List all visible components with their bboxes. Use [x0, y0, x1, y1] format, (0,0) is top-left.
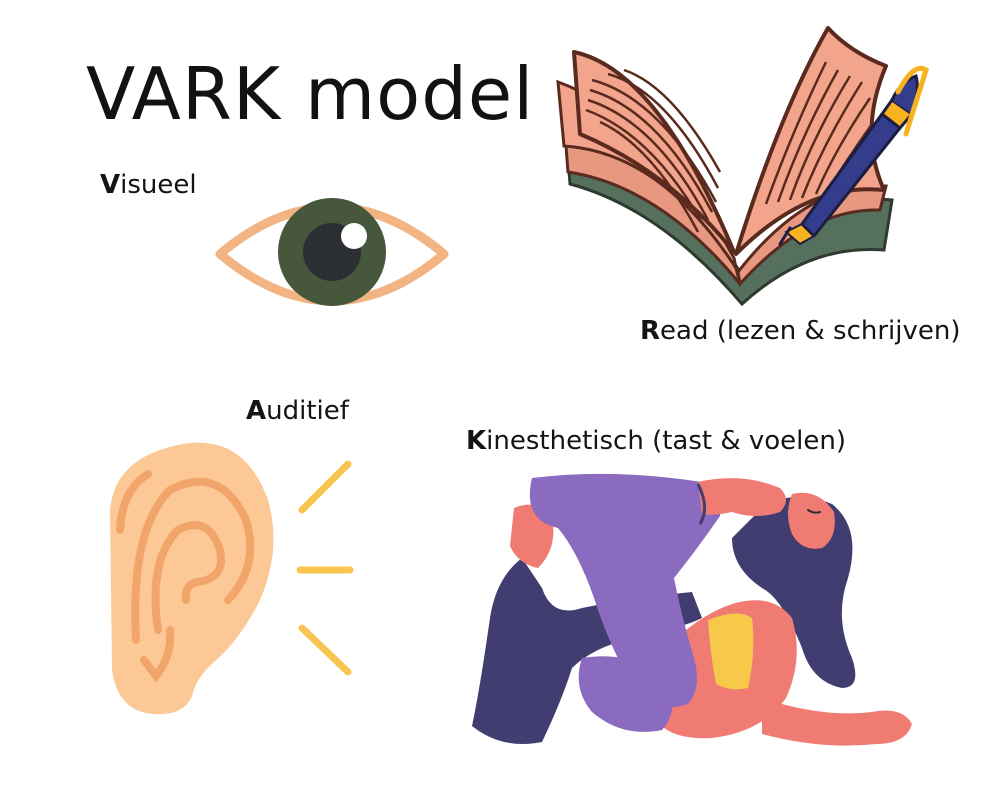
eye-icon: [215, 198, 449, 306]
label-read: Read (lezen & schrijven): [640, 318, 960, 344]
label-kinesthetic-text: inesthetisch (tast & voelen): [486, 426, 847, 456]
ear-icon: [110, 442, 354, 715]
label-auditory-text: uditief: [266, 396, 349, 426]
label-read-text: ead (lezen & schrijven): [660, 316, 961, 346]
label-kinesthetic: Kinesthetisch (tast & voelen): [466, 428, 846, 454]
label-visual-text: isueel: [120, 170, 197, 200]
label-visual: Visueel: [100, 172, 197, 198]
label-auditory: Auditief: [246, 398, 349, 424]
label-read-initial: R: [640, 316, 661, 346]
label-auditory-initial: A: [246, 396, 267, 426]
page-title: VARK model: [86, 52, 535, 136]
book-pen-icon: [556, 26, 929, 307]
label-kinesthetic-initial: K: [466, 426, 487, 456]
yoga-figure-icon: [472, 473, 912, 746]
label-visual-initial: V: [100, 170, 121, 200]
sound-waves-icon: [296, 460, 354, 676]
